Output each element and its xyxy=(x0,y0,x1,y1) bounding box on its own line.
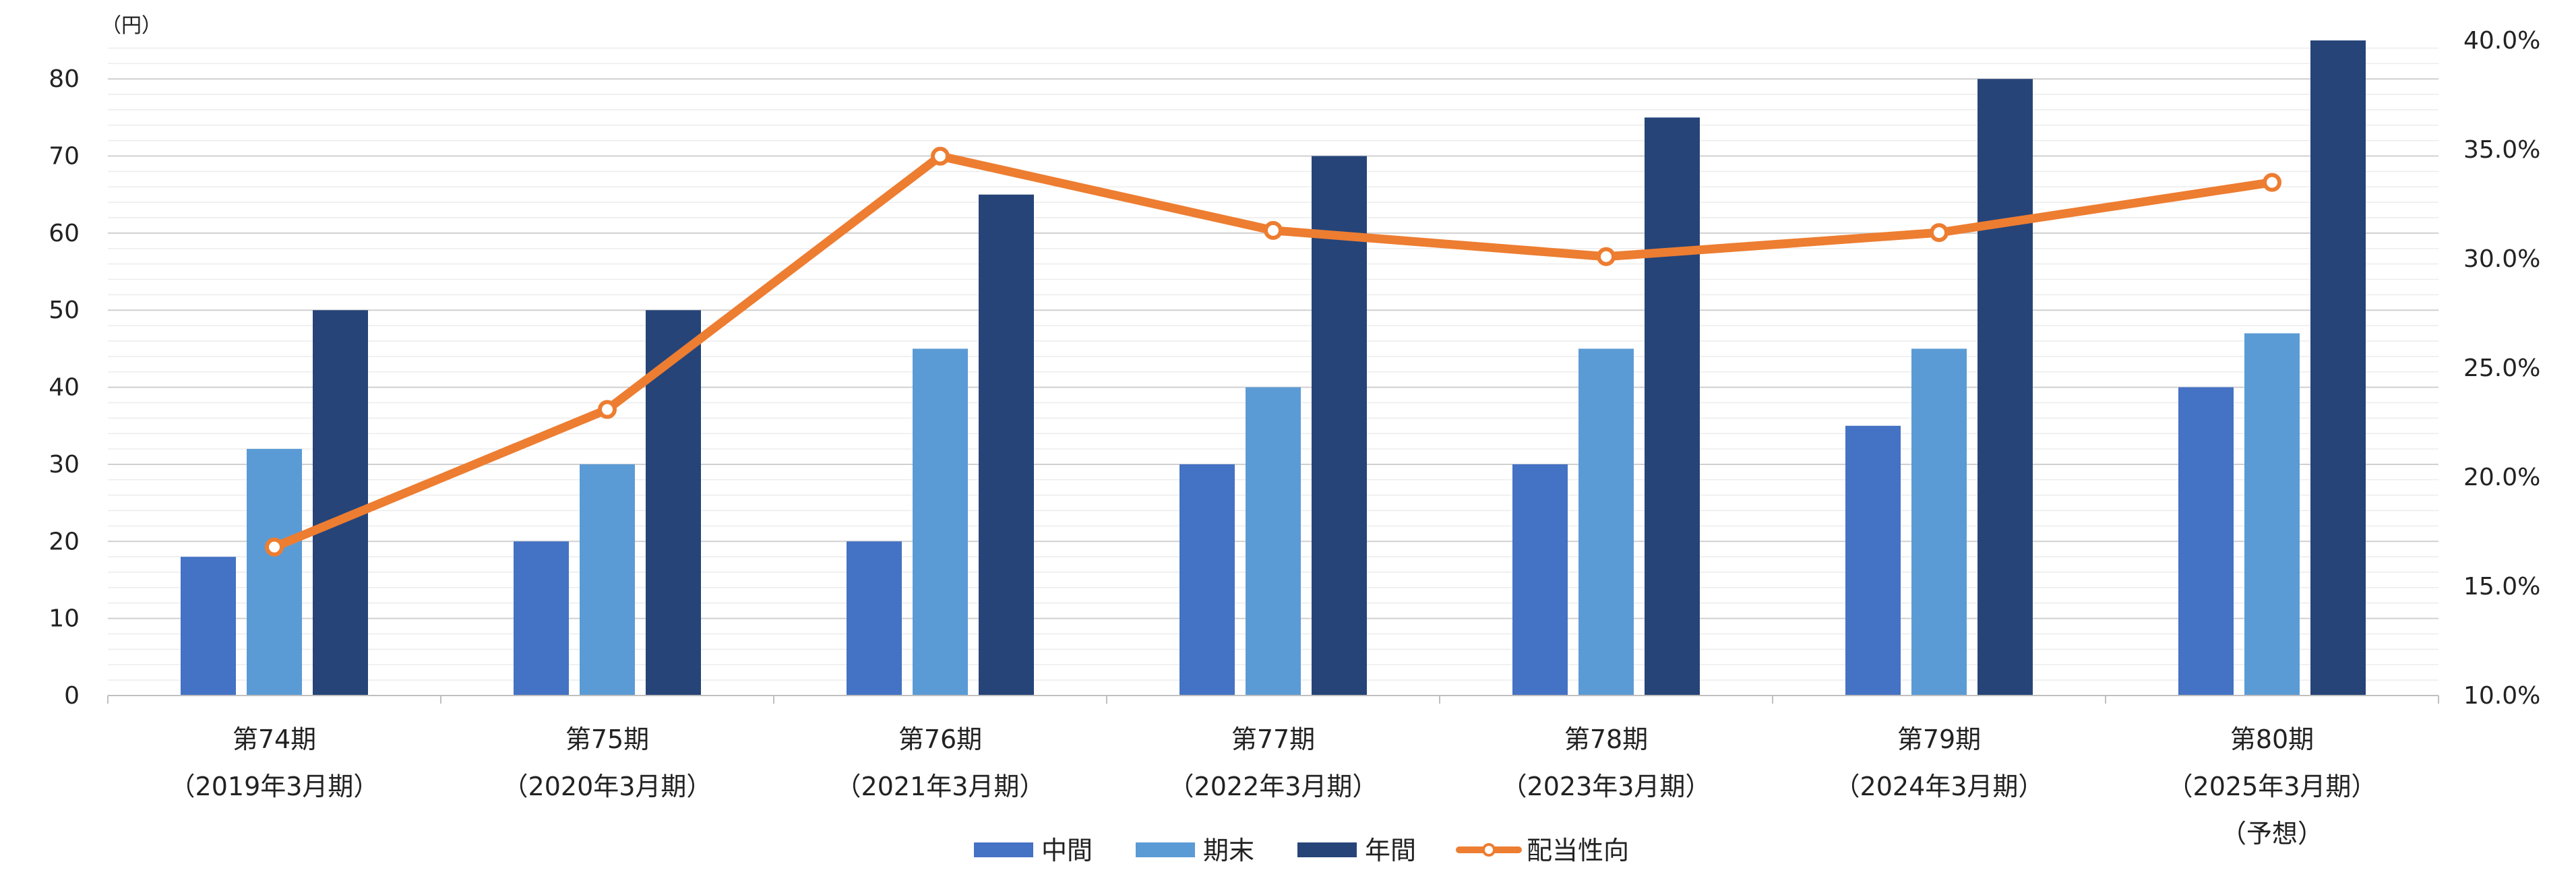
bar-年間 xyxy=(979,194,1034,696)
y-left-tick-label: 80 xyxy=(49,65,80,93)
x-category-label: （2021年3月期） xyxy=(836,772,1045,801)
y-left-tick-label: 70 xyxy=(49,143,80,171)
bar-中間 xyxy=(1845,425,1901,696)
bar-期末 xyxy=(913,348,968,696)
line-point-配当性向 xyxy=(265,537,284,557)
bar-年間 xyxy=(1645,117,1700,696)
y-left-tick-label: 30 xyxy=(49,451,80,479)
x-category-label: （2019年3月期） xyxy=(170,772,379,801)
x-category-label: （2025年3月期） xyxy=(2168,772,2377,801)
line-point-配当性向 xyxy=(2263,173,2281,192)
legend-swatch xyxy=(974,842,1033,857)
line-point-配当性向 xyxy=(1264,220,1283,240)
line-point-配当性向 xyxy=(1597,247,1616,266)
legend-label: 年間 xyxy=(1365,836,1416,865)
x-category-label: 第78期 xyxy=(1564,725,1648,754)
x-category-label: （2020年3月期） xyxy=(503,772,712,801)
bar-年間 xyxy=(2310,40,2366,696)
line-point-配当性向 xyxy=(598,400,617,419)
x-category-label: （2023年3月期） xyxy=(1502,772,1711,801)
legend-label: 期末 xyxy=(1203,836,1254,865)
y-right-tick-label: 25.0% xyxy=(2463,355,2540,382)
bar-年間 xyxy=(1312,156,1367,696)
x-category-label: 第80期 xyxy=(2230,725,2314,754)
x-category-label: 第77期 xyxy=(1231,725,1315,754)
bar-中間 xyxy=(2178,387,2234,696)
x-category-label: 第74期 xyxy=(233,725,316,754)
legend-swatch xyxy=(1136,842,1195,857)
bar-中間 xyxy=(1179,464,1235,696)
y-left-tick-label: 50 xyxy=(49,297,80,324)
bar-中間 xyxy=(514,541,569,696)
bar-期末 xyxy=(2244,333,2300,696)
y-right-tick-label: 35.0% xyxy=(2463,136,2540,164)
bar-期末 xyxy=(1911,348,1967,696)
x-category-label: （2024年3月期） xyxy=(1835,772,2044,801)
bar-期末 xyxy=(580,464,635,696)
x-category-label: 第76期 xyxy=(898,725,982,754)
bar-年間 xyxy=(646,310,701,696)
y-axis-unit-label: （円） xyxy=(101,14,162,38)
x-category-label: 第75期 xyxy=(565,725,649,754)
y-left-tick-label: 0 xyxy=(64,682,80,710)
bar-中間 xyxy=(1512,464,1568,696)
y-right-tick-label: 10.0% xyxy=(2463,682,2540,710)
legend-swatch-marker xyxy=(1482,843,1496,857)
payout-ratio-line xyxy=(265,146,2281,557)
y-left-tick-label: 20 xyxy=(49,528,80,555)
line-point-配当性向 xyxy=(931,146,950,166)
bar-中間 xyxy=(181,557,236,696)
x-category-label: 第79期 xyxy=(1897,725,1981,754)
legend-swatch xyxy=(1297,842,1357,857)
bar-中間 xyxy=(847,541,902,696)
y-left-tick-label: 60 xyxy=(49,220,80,247)
x-category-label: （2022年3月期） xyxy=(1169,772,1378,801)
y-left-tick-label: 10 xyxy=(49,605,80,633)
y-right-tick-label: 15.0% xyxy=(2463,573,2540,601)
bar-series xyxy=(181,40,2366,696)
bar-期末 xyxy=(247,449,302,696)
legend-label: 中間 xyxy=(1041,836,1093,865)
legend-label: 配当性向 xyxy=(1527,836,1629,865)
y-right-tick-label: 20.0% xyxy=(2463,464,2540,491)
y-right-tick-label: 30.0% xyxy=(2463,245,2540,273)
bar-期末 xyxy=(1246,387,1301,696)
x-category-label: （予想） xyxy=(2221,819,2323,849)
y-left-tick-label: 40 xyxy=(49,374,80,402)
bar-期末 xyxy=(1578,348,1634,696)
legend: 中間 期末 年間 配当性向 xyxy=(974,836,1629,865)
bar-年間 xyxy=(1977,79,2033,696)
bar-年間 xyxy=(313,310,368,696)
y-right-tick-label: 40.0% xyxy=(2463,27,2540,55)
axes: 0 10 20 30 40 50 60 70 80 10.0% 15.0% 20.0% 25.0% 30.… xyxy=(49,27,2540,849)
line-point-配当性向 xyxy=(1930,223,1949,243)
